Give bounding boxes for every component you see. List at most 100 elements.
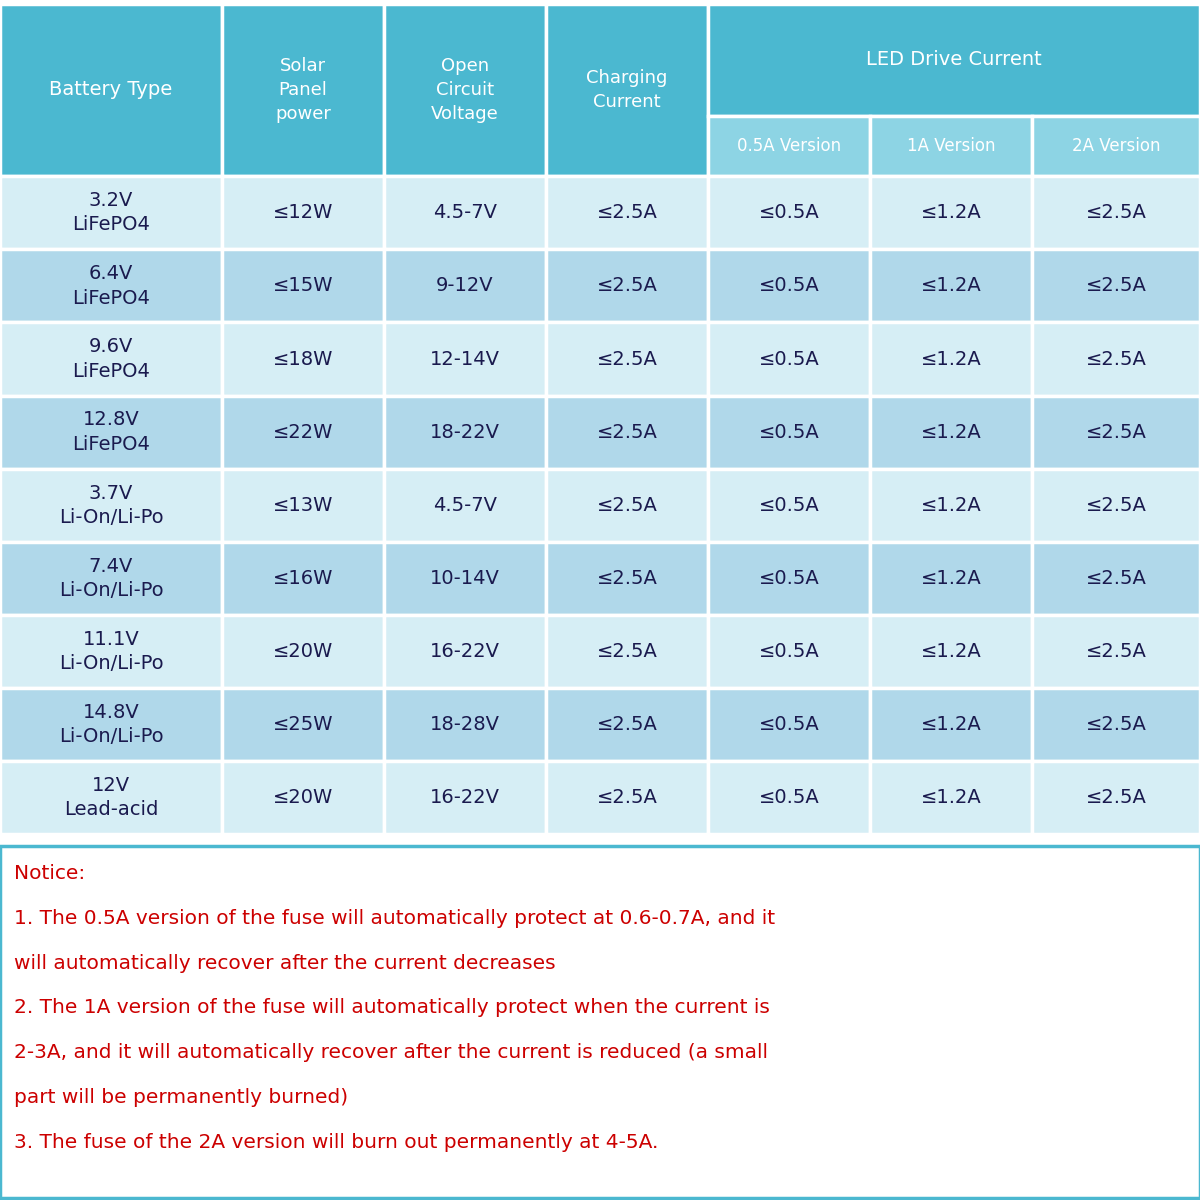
- Bar: [870, 396, 1032, 469]
- Text: ≤1.2A: ≤1.2A: [920, 276, 982, 295]
- Text: 1. The 0.5A version of the fuse will automatically protect at 0.6-0.7A, and it: 1. The 0.5A version of the fuse will aut…: [14, 908, 775, 928]
- Bar: [0, 761, 222, 834]
- Bar: [708, 541, 870, 614]
- Bar: [546, 761, 708, 834]
- Bar: [384, 4, 546, 176]
- Bar: [222, 4, 384, 176]
- Bar: [1032, 688, 1200, 761]
- Text: ≤25W: ≤25W: [272, 715, 334, 734]
- Bar: [870, 115, 1032, 176]
- Bar: [546, 469, 708, 541]
- Text: will automatically recover after the current decreases: will automatically recover after the cur…: [14, 954, 556, 973]
- Bar: [222, 323, 384, 396]
- Bar: [222, 469, 384, 541]
- Text: 14.8V
Li-On/Li-Po: 14.8V Li-On/Li-Po: [59, 703, 163, 746]
- Bar: [384, 396, 546, 469]
- Text: ≤15W: ≤15W: [272, 276, 334, 295]
- Text: 1A Version: 1A Version: [907, 137, 995, 155]
- Bar: [870, 688, 1032, 761]
- Text: LED Drive Current: LED Drive Current: [866, 50, 1042, 70]
- Text: ≤2.5A: ≤2.5A: [596, 569, 658, 588]
- Text: ≤2.5A: ≤2.5A: [596, 349, 658, 368]
- Text: ≤0.5A: ≤0.5A: [758, 569, 820, 588]
- Bar: [0, 4, 222, 176]
- Bar: [870, 469, 1032, 541]
- Text: ≤1.2A: ≤1.2A: [920, 203, 982, 222]
- Text: 3.2V
LiFePO4: 3.2V LiFePO4: [72, 191, 150, 234]
- Bar: [870, 176, 1032, 250]
- Text: 11.1V
Li-On/Li-Po: 11.1V Li-On/Li-Po: [59, 630, 163, 673]
- Text: 7.4V
Li-On/Li-Po: 7.4V Li-On/Li-Po: [59, 557, 163, 600]
- Bar: [222, 396, 384, 469]
- Bar: [708, 469, 870, 541]
- Bar: [1032, 541, 1200, 614]
- Text: 16-22V: 16-22V: [430, 788, 500, 806]
- Bar: [1032, 323, 1200, 396]
- Text: ≤1.2A: ≤1.2A: [920, 715, 982, 734]
- Text: 16-22V: 16-22V: [430, 642, 500, 661]
- Text: ≤2.5A: ≤2.5A: [1086, 496, 1146, 515]
- Bar: [708, 396, 870, 469]
- Text: ≤1.2A: ≤1.2A: [920, 422, 982, 442]
- Bar: [0, 469, 222, 541]
- Text: 9-12V: 9-12V: [436, 276, 494, 295]
- Text: 6.4V
LiFePO4: 6.4V LiFePO4: [72, 264, 150, 307]
- Text: 9.6V
LiFePO4: 9.6V LiFePO4: [72, 337, 150, 380]
- Text: ≤13W: ≤13W: [272, 496, 334, 515]
- Bar: [384, 541, 546, 614]
- Bar: [1032, 761, 1200, 834]
- Text: ≤1.2A: ≤1.2A: [920, 349, 982, 368]
- Bar: [222, 614, 384, 688]
- Bar: [384, 250, 546, 323]
- Text: ≤2.5A: ≤2.5A: [1086, 788, 1146, 806]
- Text: ≤20W: ≤20W: [272, 642, 334, 661]
- Bar: [870, 541, 1032, 614]
- Bar: [870, 614, 1032, 688]
- Bar: [546, 323, 708, 396]
- Bar: [0, 846, 1200, 1198]
- Text: ≤0.5A: ≤0.5A: [758, 349, 820, 368]
- Text: 2-3A, and it will automatically recover after the current is reduced (a small: 2-3A, and it will automatically recover …: [14, 1043, 768, 1062]
- Bar: [708, 761, 870, 834]
- Text: Open
Circuit
Voltage: Open Circuit Voltage: [431, 58, 499, 122]
- Text: 18-22V: 18-22V: [430, 422, 500, 442]
- Bar: [384, 323, 546, 396]
- Text: ≤18W: ≤18W: [272, 349, 334, 368]
- Text: ≤1.2A: ≤1.2A: [920, 788, 982, 806]
- Bar: [1032, 396, 1200, 469]
- Bar: [222, 761, 384, 834]
- Text: ≤2.5A: ≤2.5A: [1086, 569, 1146, 588]
- Text: ≤2.5A: ≤2.5A: [596, 203, 658, 222]
- Bar: [0, 176, 222, 250]
- Bar: [222, 541, 384, 614]
- Bar: [870, 250, 1032, 323]
- Bar: [546, 396, 708, 469]
- Bar: [0, 250, 222, 323]
- Bar: [222, 688, 384, 761]
- Text: ≤2.5A: ≤2.5A: [596, 642, 658, 661]
- Text: ≤2.5A: ≤2.5A: [596, 788, 658, 806]
- Text: ≤2.5A: ≤2.5A: [1086, 276, 1146, 295]
- Text: ≤1.2A: ≤1.2A: [920, 569, 982, 588]
- Text: Charging
Current: Charging Current: [587, 70, 667, 110]
- Text: 4.5-7V: 4.5-7V: [433, 203, 497, 222]
- Text: ≤0.5A: ≤0.5A: [758, 276, 820, 295]
- Text: ≤2.5A: ≤2.5A: [1086, 349, 1146, 368]
- Bar: [222, 176, 384, 250]
- Text: ≤2.5A: ≤2.5A: [596, 276, 658, 295]
- Text: ≤0.5A: ≤0.5A: [758, 642, 820, 661]
- Text: 10-14V: 10-14V: [430, 569, 500, 588]
- Bar: [0, 688, 222, 761]
- Text: ≤0.5A: ≤0.5A: [758, 788, 820, 806]
- Bar: [1032, 469, 1200, 541]
- Text: Battery Type: Battery Type: [49, 80, 173, 100]
- Text: ≤2.5A: ≤2.5A: [596, 422, 658, 442]
- Text: 18-28V: 18-28V: [430, 715, 500, 734]
- Bar: [546, 176, 708, 250]
- Bar: [870, 323, 1032, 396]
- Text: 12.8V
LiFePO4: 12.8V LiFePO4: [72, 410, 150, 454]
- Text: ≤2.5A: ≤2.5A: [1086, 422, 1146, 442]
- Text: ≤2.5A: ≤2.5A: [596, 496, 658, 515]
- Bar: [708, 688, 870, 761]
- Bar: [708, 115, 870, 176]
